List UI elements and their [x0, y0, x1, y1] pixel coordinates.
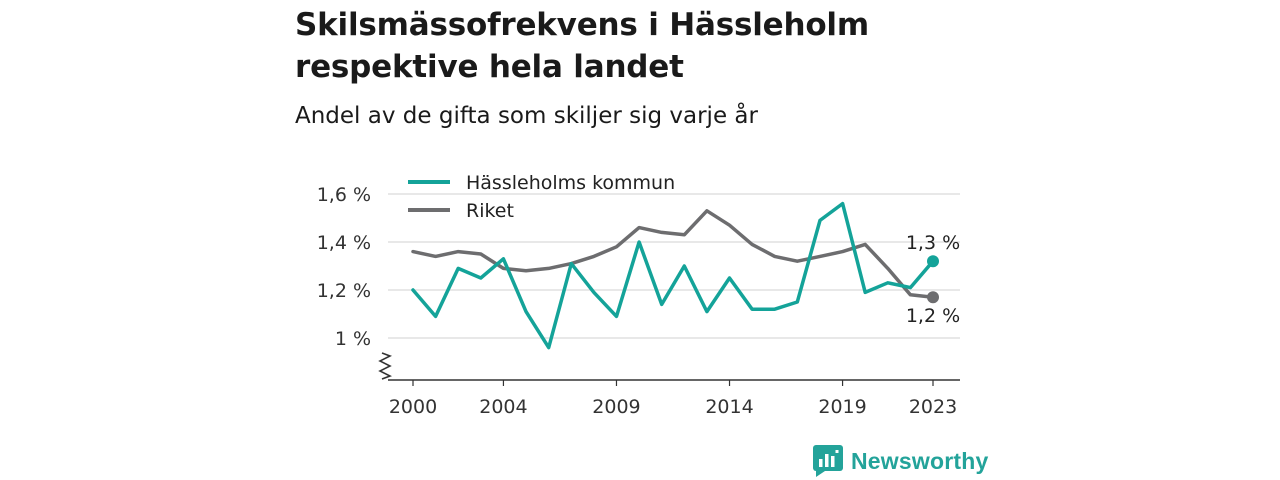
series-end-label: 1,3 %: [906, 232, 960, 254]
series-end-label: 1,2 %: [906, 305, 960, 327]
series-line-0: [411, 201, 935, 350]
x-tick-label: 2014: [705, 396, 753, 418]
series-line-1: [411, 209, 935, 299]
x-tick-label: 2000: [389, 396, 437, 418]
brand-name: Newsworthy: [851, 447, 989, 474]
chart-title: Skilsmässofrekvens i Hässleholm respekti…: [295, 7, 869, 85]
y-tick-label: 1,6 %: [317, 184, 371, 206]
axis-break-icon: [378, 352, 392, 380]
series-end-marker: [927, 291, 939, 304]
legend-label: Riket: [466, 200, 514, 222]
newsworthy-logo-icon: [813, 445, 843, 477]
series-end-marker: [927, 255, 939, 268]
y-tick-label: 1,4 %: [317, 232, 371, 254]
x-tick-label: 2004: [479, 396, 527, 418]
chart-subtitle: Andel av de gifta som skiljer sig varje …: [295, 103, 758, 129]
legend-label: Hässleholms kommun: [466, 172, 675, 194]
x-tick-label: 2009: [592, 396, 640, 418]
x-tick-label: 2023: [909, 396, 957, 418]
y-tick-label: 1 %: [335, 328, 371, 350]
brand-logo: Newsworthy: [813, 444, 988, 478]
y-tick-label: 1,2 %: [317, 280, 371, 302]
x-tick-label: 2019: [818, 396, 866, 418]
